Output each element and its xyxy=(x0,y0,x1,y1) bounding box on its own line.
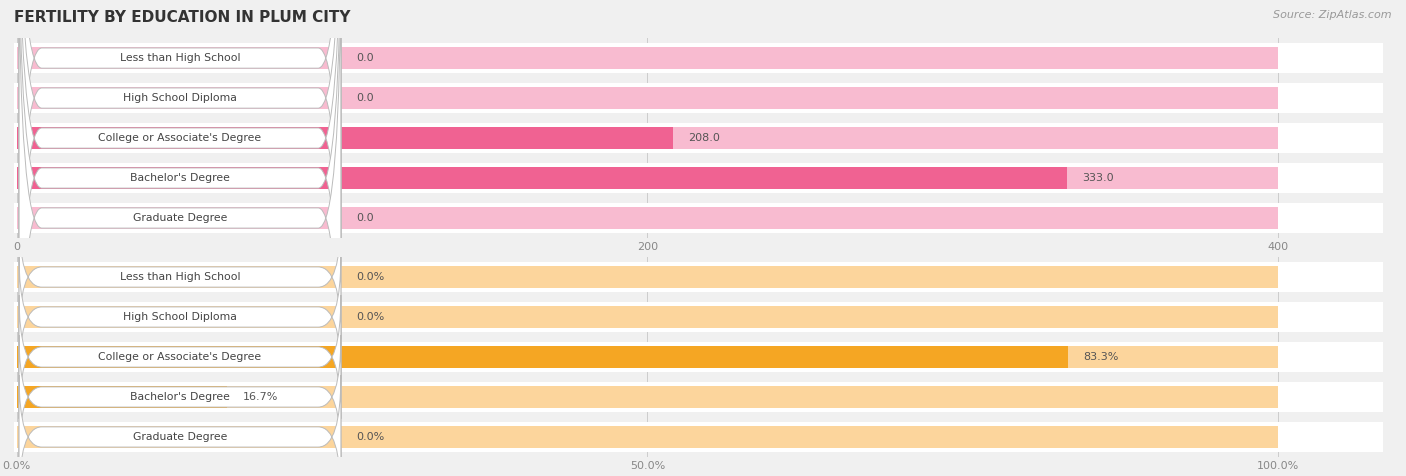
FancyBboxPatch shape xyxy=(17,386,1278,408)
Text: 0.0: 0.0 xyxy=(356,53,374,63)
FancyBboxPatch shape xyxy=(17,167,1067,189)
Text: 16.7%: 16.7% xyxy=(242,392,278,402)
FancyBboxPatch shape xyxy=(20,0,340,476)
Text: Graduate Degree: Graduate Degree xyxy=(132,213,228,223)
FancyBboxPatch shape xyxy=(17,207,1278,229)
FancyBboxPatch shape xyxy=(20,0,340,456)
FancyBboxPatch shape xyxy=(20,0,340,336)
FancyBboxPatch shape xyxy=(14,262,1384,292)
FancyBboxPatch shape xyxy=(14,422,1384,452)
Text: Bachelor's Degree: Bachelor's Degree xyxy=(129,173,231,183)
FancyBboxPatch shape xyxy=(17,127,1278,149)
Text: Less than High School: Less than High School xyxy=(120,272,240,282)
Text: High School Diploma: High School Diploma xyxy=(124,312,238,322)
Text: College or Associate's Degree: College or Associate's Degree xyxy=(98,352,262,362)
FancyBboxPatch shape xyxy=(17,167,1278,189)
FancyBboxPatch shape xyxy=(20,0,340,416)
FancyBboxPatch shape xyxy=(14,43,1384,73)
Text: Source: ZipAtlas.com: Source: ZipAtlas.com xyxy=(1274,10,1392,20)
FancyBboxPatch shape xyxy=(14,123,1384,153)
FancyBboxPatch shape xyxy=(17,266,1278,288)
Text: 333.0: 333.0 xyxy=(1083,173,1114,183)
Text: 208.0: 208.0 xyxy=(688,133,720,143)
FancyBboxPatch shape xyxy=(17,346,1278,368)
Text: Less than High School: Less than High School xyxy=(120,53,240,63)
Text: 0.0%: 0.0% xyxy=(356,432,384,442)
FancyBboxPatch shape xyxy=(14,203,1384,233)
FancyBboxPatch shape xyxy=(14,83,1384,113)
FancyBboxPatch shape xyxy=(20,375,340,476)
FancyBboxPatch shape xyxy=(17,87,1278,109)
FancyBboxPatch shape xyxy=(14,342,1384,372)
FancyBboxPatch shape xyxy=(17,306,1278,328)
FancyBboxPatch shape xyxy=(17,47,1278,69)
FancyBboxPatch shape xyxy=(17,127,672,149)
Text: 0.0%: 0.0% xyxy=(356,312,384,322)
FancyBboxPatch shape xyxy=(20,295,340,419)
Text: 0.0: 0.0 xyxy=(356,213,374,223)
Text: College or Associate's Degree: College or Associate's Degree xyxy=(98,133,262,143)
FancyBboxPatch shape xyxy=(17,346,1067,368)
FancyBboxPatch shape xyxy=(20,215,340,339)
Text: 0.0%: 0.0% xyxy=(356,272,384,282)
Text: Bachelor's Degree: Bachelor's Degree xyxy=(129,392,231,402)
FancyBboxPatch shape xyxy=(14,382,1384,412)
FancyBboxPatch shape xyxy=(14,302,1384,332)
FancyBboxPatch shape xyxy=(20,0,340,376)
Text: 0.0: 0.0 xyxy=(356,93,374,103)
FancyBboxPatch shape xyxy=(17,386,228,408)
Text: High School Diploma: High School Diploma xyxy=(124,93,238,103)
FancyBboxPatch shape xyxy=(14,163,1384,193)
FancyBboxPatch shape xyxy=(20,335,340,459)
Text: Graduate Degree: Graduate Degree xyxy=(132,432,228,442)
FancyBboxPatch shape xyxy=(20,255,340,379)
Text: 83.3%: 83.3% xyxy=(1083,352,1118,362)
FancyBboxPatch shape xyxy=(17,426,1278,448)
Text: FERTILITY BY EDUCATION IN PLUM CITY: FERTILITY BY EDUCATION IN PLUM CITY xyxy=(14,10,350,25)
